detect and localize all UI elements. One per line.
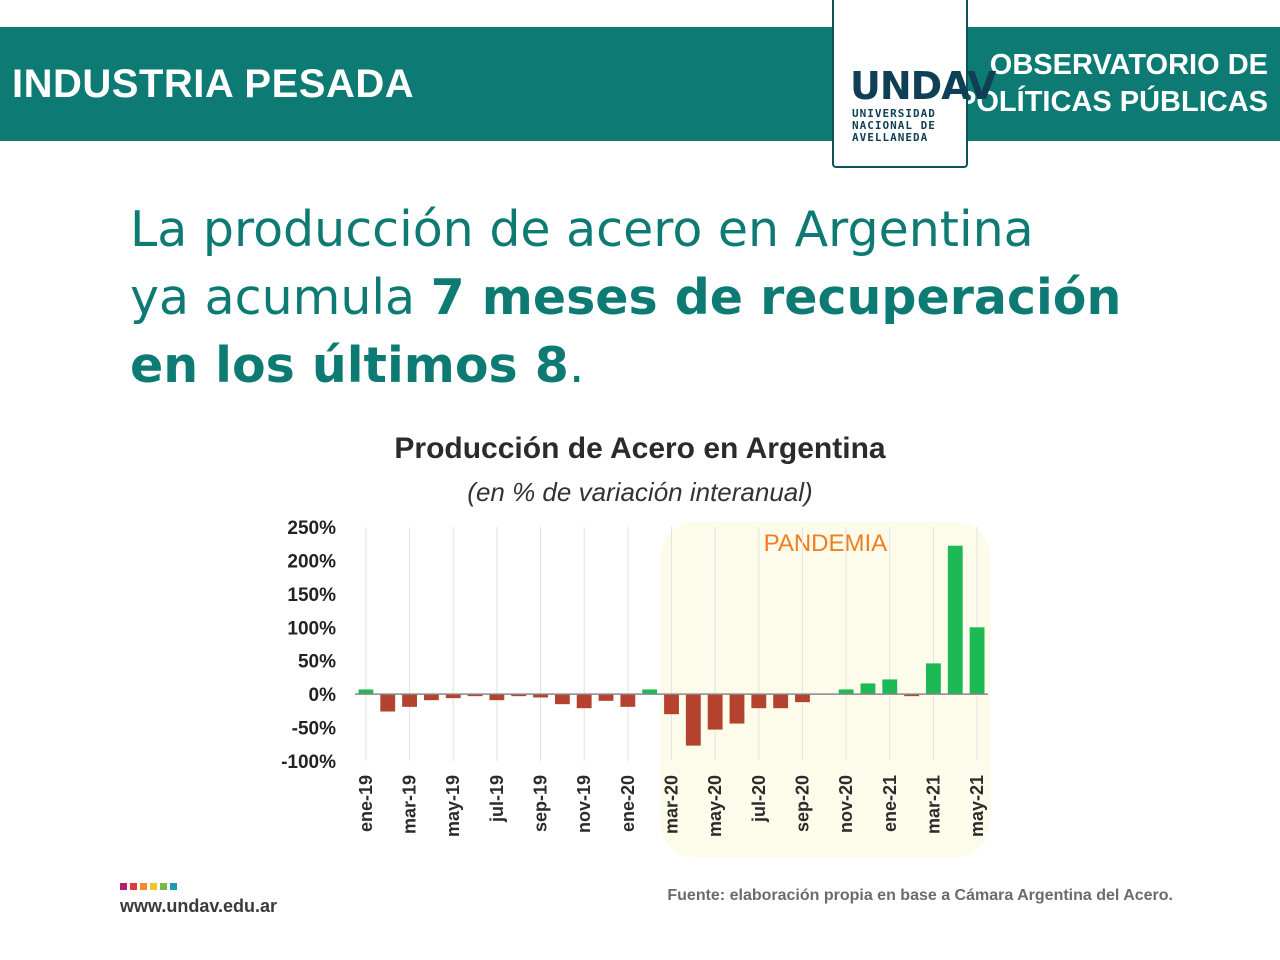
x-tick-label: may-20 <box>705 775 725 837</box>
headline: La producción de acero en Argentina ya a… <box>130 196 1230 400</box>
university-logo: UNDAV UNIVERSIDAD NACIONAL DE AVELLANEDA <box>832 0 996 168</box>
x-tick-label: nov-19 <box>574 775 594 833</box>
observatory-line-2: POLÍTICAS PÚBLICAS <box>957 86 1268 118</box>
x-tick-label: mar-21 <box>923 775 943 834</box>
bar <box>445 694 461 699</box>
bar <box>402 694 417 707</box>
bar <box>423 694 439 701</box>
bar <box>554 694 570 705</box>
x-tick-label: jul-19 <box>487 775 507 823</box>
x-tick-label: ene-21 <box>880 775 900 832</box>
observatory-label: OBSERVATORIO DE POLÍTICAS PÚBLICAS <box>957 47 1268 121</box>
logo-mark: UNDAV <box>850 64 996 108</box>
bar <box>860 683 876 695</box>
bar <box>838 689 854 695</box>
brand-dot <box>160 883 167 890</box>
logo-line-1: UNIVERSIDAD <box>852 107 936 120</box>
y-tick-label: 50% <box>298 652 336 673</box>
brand-dot <box>170 883 177 890</box>
bar <box>751 694 767 709</box>
bar <box>795 694 810 703</box>
bar <box>685 694 701 746</box>
x-tick-label: sep-19 <box>531 775 551 832</box>
headline-line-2: ya acumula 7 meses de recuperación <box>130 264 1230 332</box>
y-tick-label: 100% <box>287 618 336 639</box>
pandemic-region <box>660 522 991 857</box>
y-tick-label: 0% <box>309 685 337 706</box>
y-tick-label: 250% <box>287 518 336 539</box>
brand-dot <box>140 883 147 890</box>
steel-production-chart: PANDEMIA 250% 200% 150% 100% 50% 0% -50% -100% en… <box>281 518 991 857</box>
y-tick-label: -100% <box>281 752 336 773</box>
pandemic-label: PANDEMIA <box>764 530 888 557</box>
x-tick-label: may-19 <box>443 775 463 837</box>
chart-subtitle: (en % de variación interanual) <box>467 477 813 507</box>
source-note: Fuente: elaboración propia en base a Cám… <box>667 887 1173 904</box>
x-tick-label: sep-20 <box>792 775 812 832</box>
bar <box>904 694 920 697</box>
bar <box>707 694 723 730</box>
header-bar <box>0 27 1280 141</box>
headline-line-3-end: . <box>568 337 585 394</box>
headline-line-2-regular: ya acumula <box>130 269 431 326</box>
bar <box>511 694 527 697</box>
x-tick-label: may-21 <box>967 775 987 837</box>
section-title: INDUSTRIA PESADA <box>12 62 415 106</box>
brand-dot <box>120 883 127 890</box>
bar <box>642 689 658 695</box>
headline-line-1: La producción de acero en Argentina <box>130 201 1034 258</box>
chart-title: Producción de Acero en Argentina <box>394 432 886 465</box>
bar <box>664 694 679 715</box>
bar <box>947 545 963 695</box>
bar <box>467 694 483 697</box>
x-tick-label: ene-19 <box>356 775 376 832</box>
bar <box>969 627 985 695</box>
bar <box>598 694 614 701</box>
logo-line-3: AVELLANEDA <box>852 131 929 144</box>
x-tick-label: jul-20 <box>749 775 769 823</box>
y-tick-label: 150% <box>287 585 336 606</box>
bar <box>729 694 745 724</box>
y-tick-label: -50% <box>292 719 336 740</box>
bar <box>882 679 898 695</box>
x-tick-label: mar-20 <box>662 775 682 834</box>
observatory-line-1: OBSERVATORIO DE <box>989 49 1268 81</box>
logo-line-2: NACIONAL DE <box>852 119 936 132</box>
brand-dot <box>150 883 157 890</box>
bar <box>358 689 374 695</box>
bar <box>576 694 592 709</box>
footer-url[interactable]: www.undav.edu.ar <box>120 896 278 916</box>
brand-color-dots <box>120 883 177 890</box>
y-tick-label: 200% <box>287 551 336 572</box>
headline-line-2-bold: 7 meses de recuperación <box>430 269 1122 326</box>
x-tick-label: ene-20 <box>618 775 638 832</box>
bar <box>489 694 505 701</box>
bar <box>620 694 636 707</box>
x-tick-label: nov-20 <box>836 775 856 833</box>
headline-line-3: en los últimos 8. <box>130 332 1230 400</box>
logo-text: UNIVERSIDAD NACIONAL DE AVELLANEDA <box>852 108 956 144</box>
x-tick-label: mar-19 <box>400 775 420 834</box>
brand-dot <box>130 883 137 890</box>
bar <box>533 694 548 698</box>
bar <box>773 694 789 709</box>
headline-line-3-bold: en los últimos 8 <box>130 337 569 394</box>
bar <box>380 694 396 712</box>
bar <box>926 663 941 695</box>
